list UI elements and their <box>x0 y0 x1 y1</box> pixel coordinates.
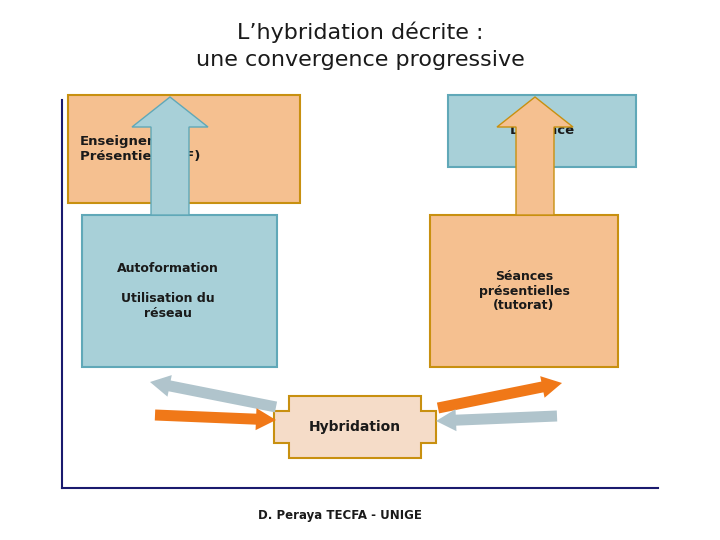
Bar <box>82 215 277 367</box>
Text: Distance: Distance <box>510 125 575 138</box>
Polygon shape <box>436 409 557 431</box>
Text: L’hybridation décrite :: L’hybridation décrite : <box>237 21 483 43</box>
Text: Séances
présentielles
(tutorat): Séances présentielles (tutorat) <box>479 269 570 313</box>
Text: Enseignement
Présentiel (F2F): Enseignement Présentiel (F2F) <box>80 135 200 163</box>
Bar <box>430 215 618 367</box>
Polygon shape <box>437 376 562 414</box>
Polygon shape <box>150 375 277 413</box>
Polygon shape <box>274 396 436 458</box>
Polygon shape <box>155 408 276 430</box>
Bar <box>448 95 636 167</box>
Text: D. Peraya TECFA - UNIGE: D. Peraya TECFA - UNIGE <box>258 510 422 523</box>
Text: une convergence progressive: une convergence progressive <box>196 50 524 70</box>
Bar <box>68 95 300 203</box>
Text: Hybridation: Hybridation <box>309 420 401 434</box>
Text: Autoformation

Utilisation du
réseau: Autoformation Utilisation du réseau <box>117 262 219 320</box>
Polygon shape <box>497 97 573 215</box>
Polygon shape <box>132 97 208 215</box>
